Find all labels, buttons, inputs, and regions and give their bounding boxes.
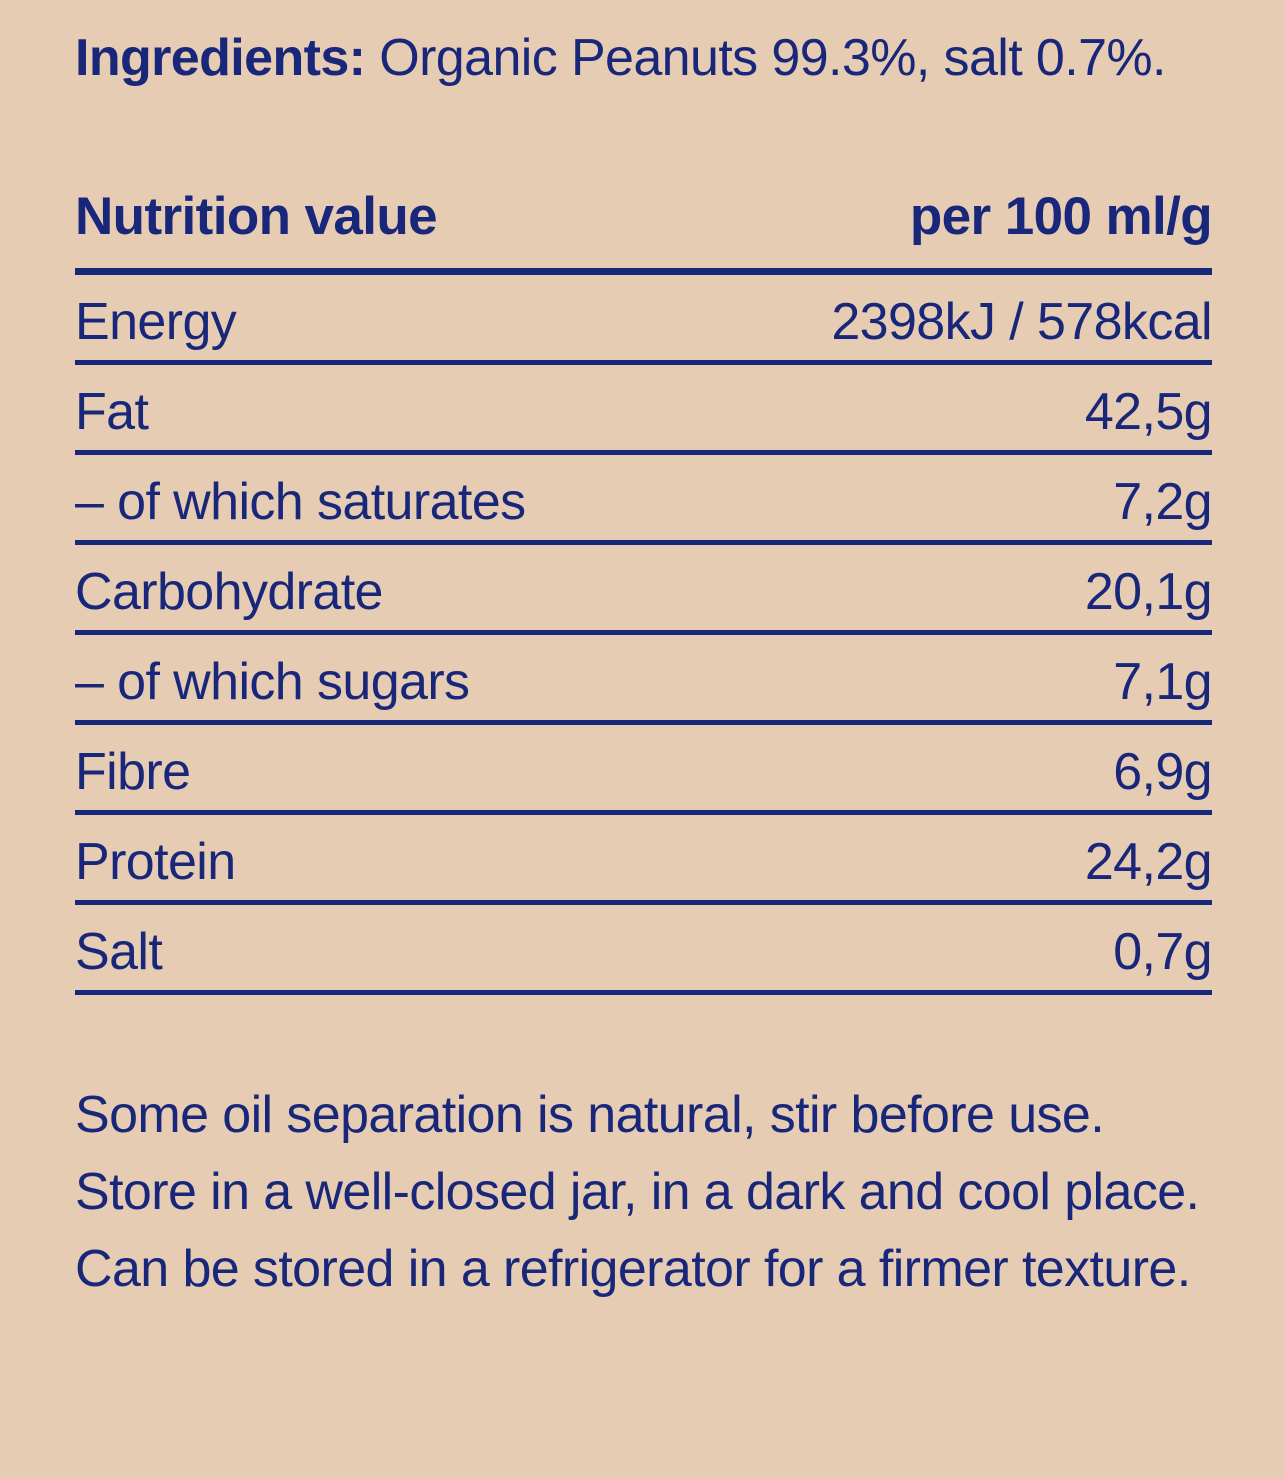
nutrient-value: 20,1g bbox=[1084, 563, 1213, 621]
nutrition-table-per-column: per 100 ml/g bbox=[909, 187, 1213, 246]
nutrient-value: 7,1g bbox=[1113, 653, 1212, 711]
nutrient-value: 0,7g bbox=[1113, 923, 1212, 981]
nutrient-name: Energy bbox=[75, 293, 237, 351]
nutrition-table-title: Nutrition value bbox=[75, 187, 438, 246]
nutrition-table-row: Salt 0,7g bbox=[75, 905, 1213, 995]
nutrient-name: Fat bbox=[75, 383, 149, 441]
nutrient-value: 24,2g bbox=[1084, 833, 1213, 891]
nutrient-name: Protein bbox=[75, 833, 236, 891]
nutrient-value: 42,5g bbox=[1084, 383, 1213, 441]
nutrition-table-row: Protein 24,2g bbox=[75, 815, 1213, 905]
nutrition-table-row: Fat 42,5g bbox=[75, 365, 1213, 455]
nutrient-name: – of which sugars bbox=[75, 653, 470, 711]
nutrient-name: Fibre bbox=[75, 743, 191, 801]
nutrition-table-body: Energy 2398kJ / 578kcal Fat 42,5g – of w… bbox=[75, 275, 1213, 995]
nutrition-table: Nutrition value per 100 ml/g Energy 2398… bbox=[75, 186, 1213, 995]
nutrition-table-row: Energy 2398kJ / 578kcal bbox=[75, 275, 1213, 365]
nutrient-name: Carbohydrate bbox=[75, 563, 383, 621]
nutrient-value: 6,9g bbox=[1113, 743, 1212, 801]
nutrition-table-row: – of which saturates 7,2g bbox=[75, 455, 1213, 545]
ingredients-text: Organic Peanuts 99.3%, salt 0.7%. bbox=[365, 29, 1166, 87]
nutrition-table-header: Nutrition value per 100 ml/g bbox=[75, 186, 1213, 275]
storage-note: Some oil separation is natural, stir bef… bbox=[75, 1086, 1200, 1298]
nutrient-name: – of which saturates bbox=[75, 473, 526, 531]
nutrient-value: 7,2g bbox=[1113, 473, 1212, 531]
nutrition-table-row: – of which sugars 7,1g bbox=[75, 635, 1213, 725]
nutrient-name: Salt bbox=[75, 923, 163, 981]
nutrition-table-row: Fibre 6,9g bbox=[75, 725, 1213, 815]
nutrition-table-row: Carbohydrate 20,1g bbox=[75, 545, 1213, 635]
label-content: Ingredients: Organic Peanuts 99.3%, salt… bbox=[75, 20, 1213, 1308]
ingredients-label: Ingredients: bbox=[75, 29, 366, 87]
ingredients-paragraph: Ingredients: Organic Peanuts 99.3%, salt… bbox=[75, 20, 1212, 96]
nutrient-value: 2398kJ / 578kcal bbox=[831, 293, 1212, 351]
